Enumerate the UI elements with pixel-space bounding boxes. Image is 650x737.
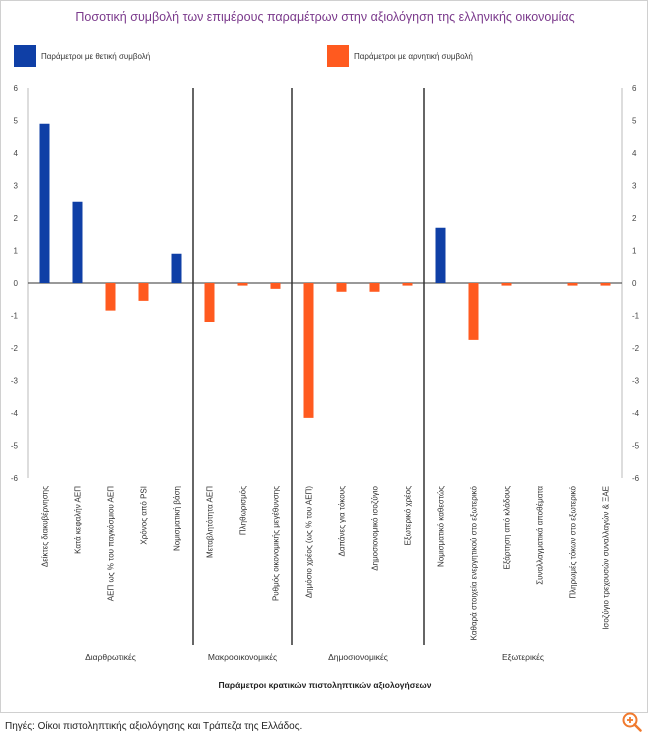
y-tick-label-left: 5	[14, 117, 19, 126]
category-label: Κατά κεφαλήν ΑΕΠ	[74, 486, 83, 554]
bar-3	[106, 283, 116, 311]
y-tick-label-right: 6	[632, 84, 637, 93]
category-label: ΑΕΠ ως % του παγκόσμιου ΑΕΠ	[107, 486, 116, 601]
category-label: Ρυθμός οικονομικής μεγέθυνσης	[272, 486, 281, 601]
category-label: Δαπάνες για τόκους	[338, 486, 347, 557]
y-tick-label-right: -6	[632, 474, 640, 483]
bar-7	[238, 283, 248, 286]
y-tick-label-right: 4	[632, 149, 637, 158]
bar-15	[502, 283, 512, 286]
group-label: Εξωτερικές	[502, 652, 544, 662]
bar-10	[337, 283, 347, 292]
category-label: Μεταβλητότητα ΑΕΠ	[206, 486, 215, 558]
bar-9	[304, 283, 314, 418]
category-label: Συναλλαγματικά αποθέματα	[536, 486, 545, 585]
y-tick-label-left: 6	[14, 84, 19, 93]
y-tick-label-left: -6	[11, 474, 19, 483]
category-label: Δείκτες διακυβέρνησης	[41, 486, 50, 567]
group-label: Διαρθρωτικές	[85, 652, 136, 662]
y-tick-label-left: 2	[14, 214, 19, 223]
zoom-in-icon[interactable]	[621, 711, 643, 733]
group-label: Δημοσιονομικές	[328, 652, 388, 662]
y-tick-label-right: 1	[632, 247, 637, 256]
category-label: Δημόσιο χρέος (ως % του ΑΕΠ)	[305, 486, 314, 599]
bar-12	[403, 283, 413, 286]
x-axis-title: Παράμετροι κρατικών πιστοληπτικών αξιολο…	[219, 680, 432, 690]
category-label: Νομισματική βάση	[173, 486, 182, 551]
bar-18	[601, 283, 611, 286]
y-tick-label-right: 0	[632, 279, 637, 288]
y-tick-label-left: 3	[14, 182, 19, 191]
y-tick-label-right: -4	[632, 409, 640, 418]
y-tick-label-right: -3	[632, 377, 640, 386]
bar-5	[172, 254, 182, 283]
y-tick-label-left: -1	[11, 312, 19, 321]
category-label: Πληθωρισμός	[239, 486, 248, 535]
y-tick-label-right: -1	[632, 312, 640, 321]
y-tick-label-left: -4	[11, 409, 19, 418]
y-tick-label-left: 1	[14, 247, 19, 256]
y-tick-label-right: -5	[632, 442, 640, 451]
y-tick-label-right: 2	[632, 214, 637, 223]
y-tick-label-left: -3	[11, 377, 19, 386]
bar-14	[469, 283, 479, 340]
y-tick-label-left: 0	[14, 279, 19, 288]
category-label: Καθαρά στοιχεία ενεργητικού στο εξωτερικ…	[470, 485, 479, 640]
y-tick-label-right: 5	[632, 117, 637, 126]
category-label: Πληρωμές τόκων στο εξωτερικό	[569, 485, 578, 598]
y-tick-label-left: -5	[11, 442, 19, 451]
group-label: Μακροοικονομικές	[208, 652, 277, 662]
bar-4	[139, 283, 149, 301]
bar-chart-plot: 6 6 5 5 4 4 3 3 2 2 1 1 0 0 -1 -1 -2 -2 -3 -3 -4 -4 -5 -5 -6 -6 Δε…	[0, 0, 650, 713]
category-label: Χρόνος από PSI	[140, 486, 149, 545]
y-tick-label-left: -2	[11, 344, 19, 353]
category-label: Εξάρτηση από κλάδους	[503, 486, 512, 570]
bar-17	[568, 283, 578, 286]
bar-8	[271, 283, 281, 289]
y-tick-label-right: -2	[632, 344, 640, 353]
y-tick-label-left: 4	[14, 149, 19, 158]
bar-13	[436, 228, 446, 283]
bar-6	[205, 283, 215, 322]
category-label: Εξωτερικό χρέος	[404, 486, 413, 545]
source-note: Πηγές: Οίκοι πιστοληπτικής αξιολόγησης κ…	[5, 721, 302, 732]
category-label: Νομισματικό καθεστώς	[437, 486, 446, 567]
bar-1	[40, 124, 50, 283]
bar-2	[73, 202, 83, 283]
category-label: Ισοζύγιο τρεχουσών συναλλαγών & ΞΑΕ	[602, 486, 611, 630]
bar-11	[370, 283, 380, 292]
y-tick-label-right: 3	[632, 182, 637, 191]
category-label: Δημοσιονομικό ισοζύγιο	[371, 485, 380, 570]
